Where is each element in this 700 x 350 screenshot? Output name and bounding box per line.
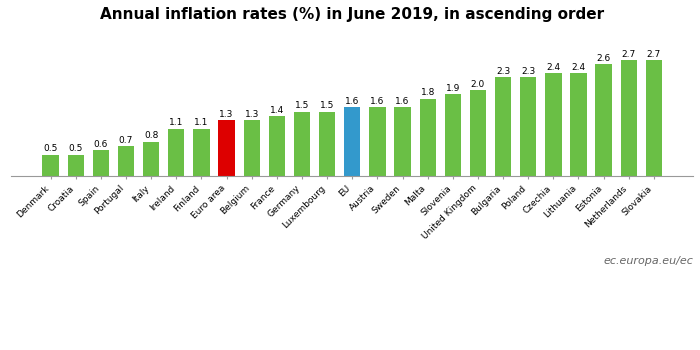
Title: Annual inflation rates (%) in June 2019, in ascending order: Annual inflation rates (%) in June 2019,… xyxy=(100,7,604,22)
Text: 1.5: 1.5 xyxy=(320,101,335,110)
Bar xyxy=(344,107,360,176)
Bar xyxy=(319,112,335,176)
Bar xyxy=(394,107,411,176)
Bar xyxy=(495,77,511,176)
Text: 2.7: 2.7 xyxy=(622,50,636,59)
Text: 1.6: 1.6 xyxy=(395,97,409,106)
Bar xyxy=(570,73,587,176)
Text: 1.8: 1.8 xyxy=(421,89,435,97)
Text: 2.0: 2.0 xyxy=(471,80,485,89)
Bar xyxy=(92,150,109,176)
Bar xyxy=(143,142,160,176)
Text: 2.4: 2.4 xyxy=(546,63,561,72)
Bar xyxy=(470,90,486,176)
Bar xyxy=(193,129,209,176)
Bar xyxy=(118,146,134,176)
Bar xyxy=(369,107,386,176)
Text: 2.3: 2.3 xyxy=(521,67,536,76)
Bar xyxy=(621,60,637,176)
Text: 2.4: 2.4 xyxy=(571,63,586,72)
Text: 2.6: 2.6 xyxy=(596,54,611,63)
Text: ec.europa.eu/ec: ec.europa.eu/ec xyxy=(603,257,693,266)
Text: 1.6: 1.6 xyxy=(370,97,384,106)
Bar xyxy=(168,129,185,176)
Bar xyxy=(444,94,461,176)
Text: 1.3: 1.3 xyxy=(219,110,234,119)
Text: 0.7: 0.7 xyxy=(119,136,133,145)
Bar xyxy=(294,112,310,176)
Text: 1.3: 1.3 xyxy=(244,110,259,119)
Bar xyxy=(520,77,536,176)
Bar xyxy=(244,120,260,176)
Text: 1.1: 1.1 xyxy=(195,118,209,127)
Text: 0.5: 0.5 xyxy=(43,144,58,153)
Bar xyxy=(218,120,235,176)
Text: 0.8: 0.8 xyxy=(144,131,158,140)
Text: 0.5: 0.5 xyxy=(69,144,83,153)
Text: 1.6: 1.6 xyxy=(345,97,360,106)
Text: 2.7: 2.7 xyxy=(647,50,661,59)
Bar xyxy=(68,154,84,176)
Text: 1.1: 1.1 xyxy=(169,118,183,127)
Text: 1.9: 1.9 xyxy=(446,84,460,93)
Bar xyxy=(269,116,285,176)
Bar xyxy=(645,60,662,176)
Bar xyxy=(43,154,59,176)
Bar xyxy=(596,64,612,176)
Bar xyxy=(545,73,561,176)
Text: 1.4: 1.4 xyxy=(270,106,284,114)
Text: 2.3: 2.3 xyxy=(496,67,510,76)
Text: 0.6: 0.6 xyxy=(94,140,108,149)
Bar xyxy=(419,99,436,176)
Text: 1.5: 1.5 xyxy=(295,101,309,110)
